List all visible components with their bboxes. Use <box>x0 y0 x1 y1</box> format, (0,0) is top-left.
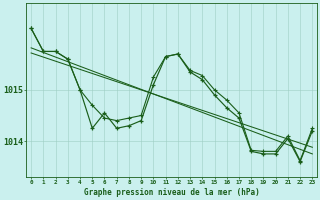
X-axis label: Graphe pression niveau de la mer (hPa): Graphe pression niveau de la mer (hPa) <box>84 188 260 197</box>
